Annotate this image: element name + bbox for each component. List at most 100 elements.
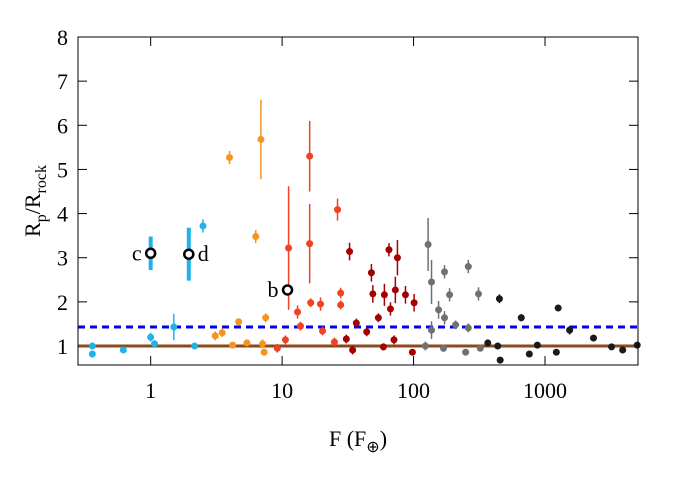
data-point <box>337 289 345 297</box>
data-point <box>306 152 314 160</box>
x-tick-label: 10 <box>271 378 293 403</box>
data-point <box>393 254 401 262</box>
data-point <box>243 339 251 347</box>
data-point <box>441 314 449 322</box>
data-point <box>566 326 574 334</box>
data-point <box>319 327 327 335</box>
data-point <box>475 290 483 298</box>
data-point <box>262 314 270 322</box>
x-label-part: F (F <box>329 426 366 451</box>
data-point <box>428 326 436 334</box>
data-point <box>367 269 375 277</box>
data-point <box>410 299 418 307</box>
data-point <box>496 356 504 364</box>
data-point <box>390 336 398 344</box>
data-point <box>533 341 541 349</box>
data-point <box>252 233 260 241</box>
data-point <box>495 295 503 303</box>
data-point <box>307 299 315 307</box>
data-point <box>424 240 432 248</box>
y-label-part: /R <box>20 193 45 214</box>
data-point <box>352 319 360 327</box>
data-point <box>281 336 289 344</box>
data-point <box>401 291 409 299</box>
data-point <box>229 341 237 349</box>
data-point <box>435 306 443 314</box>
data-point <box>421 342 429 350</box>
planet-label: d <box>198 241 209 266</box>
y-label-part: R <box>20 222 45 237</box>
data-point <box>330 338 338 346</box>
data-point <box>349 346 357 354</box>
data-point <box>633 341 641 349</box>
y-tick-label: 1 <box>57 334 68 359</box>
data-point <box>440 344 448 352</box>
data-point <box>608 343 616 351</box>
data-point <box>218 329 226 337</box>
data-point <box>408 348 416 356</box>
data-point <box>428 278 436 286</box>
data-point <box>337 301 345 309</box>
y-tick-label: 4 <box>57 202 68 227</box>
planet-label: c <box>132 240 142 265</box>
data-point <box>260 348 268 356</box>
data-point <box>257 135 265 143</box>
data-point <box>464 263 472 271</box>
data-point <box>476 344 484 352</box>
data-point <box>494 342 502 350</box>
data-point <box>211 332 219 340</box>
x-tick-label: 1 <box>145 378 156 403</box>
y-label-sub: rock <box>33 165 50 193</box>
data-point <box>259 340 267 348</box>
data-point <box>119 346 127 354</box>
data-point <box>590 334 598 342</box>
data-point <box>441 268 449 276</box>
data-point <box>317 300 325 308</box>
data-point <box>88 350 96 358</box>
planet-point <box>144 247 157 260</box>
data-point <box>334 206 342 214</box>
data-point <box>385 246 393 254</box>
data-point <box>191 342 199 350</box>
data-point <box>199 222 207 230</box>
data-point <box>552 348 560 356</box>
data-point <box>342 335 350 343</box>
y-tick-label: 2 <box>57 290 68 315</box>
y-tick-label: 6 <box>57 113 68 138</box>
data-point <box>151 340 159 348</box>
x-label-part: ) <box>380 426 387 451</box>
data-point <box>619 346 627 354</box>
data-point <box>226 154 234 162</box>
data-point <box>446 291 454 299</box>
y-axis-label: Rp/Rrock <box>20 165 50 237</box>
data-point <box>379 343 387 351</box>
data-point <box>363 328 371 336</box>
y-tick-label: 7 <box>57 69 68 94</box>
data-point <box>484 339 492 347</box>
plot-frame <box>77 36 639 366</box>
data-point <box>306 240 314 248</box>
data-point <box>235 318 243 326</box>
data-point <box>517 314 525 322</box>
data-point <box>294 308 302 316</box>
y-tick-label: 5 <box>57 157 68 182</box>
y-label-sub: p <box>33 214 50 222</box>
planet-point <box>183 248 195 260</box>
data-point <box>554 304 562 312</box>
data-point <box>88 342 96 350</box>
data-point <box>296 322 304 330</box>
planet-point <box>281 284 294 296</box>
data-point <box>525 350 533 358</box>
data-point <box>369 290 377 298</box>
data-point <box>147 333 155 341</box>
x-axis-label: F (F⊕) <box>329 426 387 456</box>
data-point <box>464 324 472 332</box>
data-point <box>391 286 399 294</box>
data-point <box>346 248 354 256</box>
data-point <box>374 314 382 322</box>
planet-label: b <box>268 277 279 302</box>
y-tick-label: 8 <box>57 25 68 50</box>
x-tick-label: 1000 <box>523 378 567 403</box>
x-label-sub: ⊕ <box>366 439 379 456</box>
